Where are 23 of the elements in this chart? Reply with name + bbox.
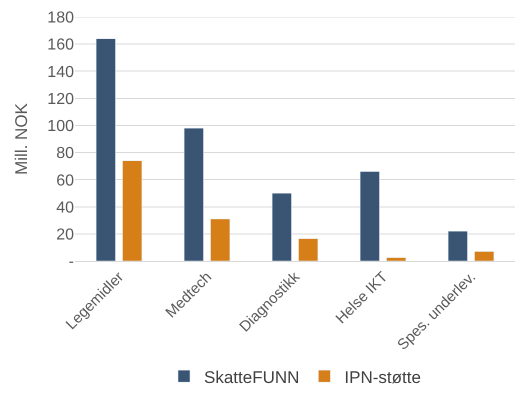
y-tick-label: 20	[56, 226, 74, 244]
bar	[448, 230, 468, 261]
bar	[122, 160, 142, 261]
y-tick-label: 80	[56, 145, 74, 162]
bar	[272, 192, 292, 261]
y-tick-label: 180	[47, 10, 74, 27]
y-axis-title: Mill. NOK	[12, 102, 31, 175]
y-tick-label: 140	[47, 64, 74, 81]
y-tick-label: 120	[47, 90, 74, 108]
bar	[386, 257, 406, 261]
legend-label: SkatteFUNN	[204, 368, 300, 387]
y-tick-label: 60	[56, 172, 74, 190]
bar	[474, 251, 494, 261]
bar	[210, 218, 230, 261]
y-tick-label: 100	[47, 118, 74, 136]
legend-label: IPN-støtte	[344, 368, 421, 387]
y-tick-label: 40	[56, 199, 74, 216]
bar	[298, 238, 318, 261]
bar	[184, 128, 204, 261]
bar	[96, 38, 116, 261]
bar	[360, 171, 380, 261]
y-tick-label: 160	[47, 36, 74, 54]
y-tick-label: -	[68, 254, 74, 271]
